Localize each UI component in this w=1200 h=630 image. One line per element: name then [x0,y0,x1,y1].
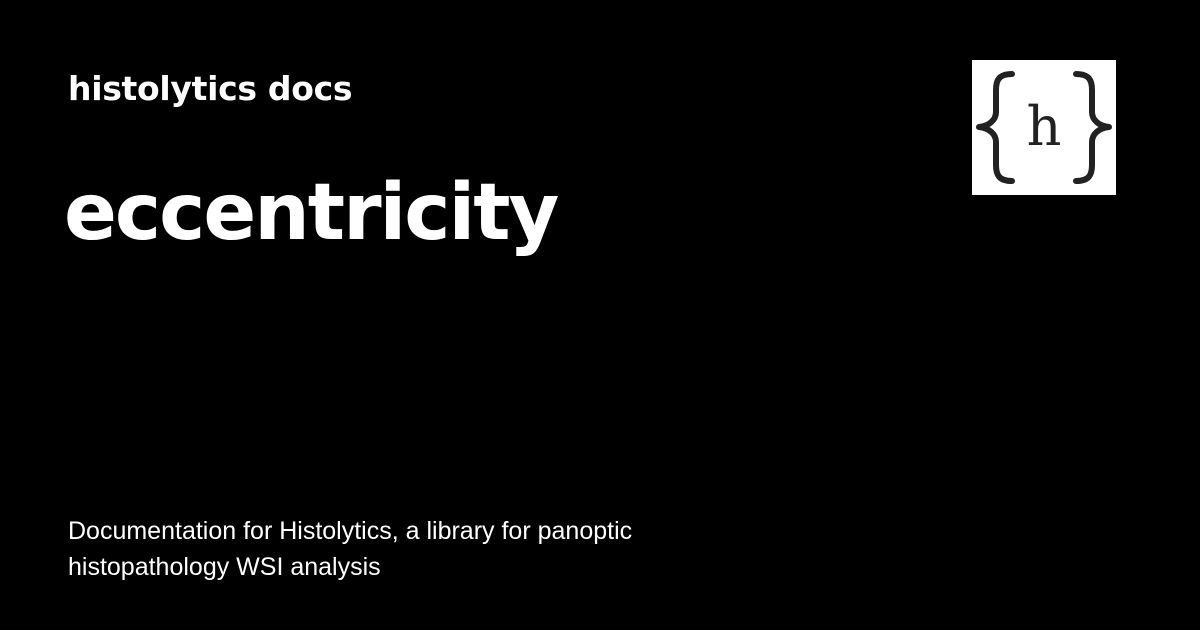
curly-braces-h-logo-icon: h [976,71,1112,184]
logo-letter: h [1027,95,1062,158]
page-description: Documentation for Histolytics, a library… [68,517,633,581]
site-name: histolytics docs [68,69,353,108]
page-title: eccentricity [64,168,559,258]
logo: h [972,60,1116,195]
